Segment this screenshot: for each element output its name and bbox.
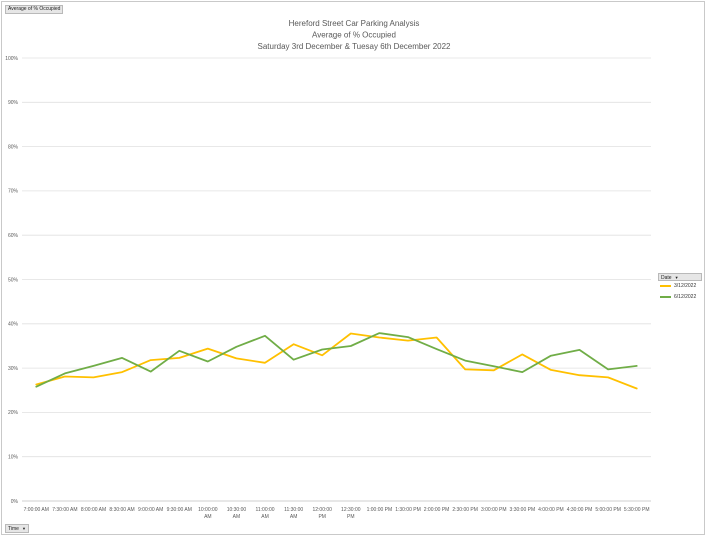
x-tick-label: 9:00:00 AM [138, 507, 163, 513]
y-tick-label: 70% [8, 189, 19, 195]
chart-title-line: Hereford Street Car Parking Analysis [289, 19, 420, 28]
legend-entry: 6/12/2022 [660, 294, 696, 300]
y-tick-label: 20% [8, 410, 19, 416]
y-tick-label: 0% [11, 499, 19, 505]
y-tick-label: 90% [8, 100, 19, 106]
x-tick-label: 1:30:00 PM [395, 507, 421, 513]
x-tick-label: 2:00:00 PM [424, 507, 450, 513]
x-axis-ticks: 7:00:00 AM 7:30:00 AM 8:00:00 AM 8:30:00 AM… [24, 507, 650, 520]
x-tick-label: 4:30:00 PM [567, 507, 593, 513]
series-line [35, 332, 638, 390]
x-tick-label: 11:00:00 [255, 507, 274, 513]
x-tick-label: 12:30:00 [341, 507, 361, 513]
x-tick-label: 4:00:00 PM [538, 507, 564, 513]
y-tick-label: 40% [8, 322, 19, 328]
series-lines [35, 332, 638, 390]
x-tick-label: 12:00:00 [312, 507, 332, 513]
legend-swatch [660, 284, 671, 287]
chart-title-line: Average of % Occupied [312, 31, 396, 40]
value-field-button[interactable]: Average of % Occupied [5, 5, 63, 14]
y-tick-label: 30% [8, 366, 19, 372]
series-line [35, 332, 638, 388]
gridlines [22, 57, 651, 502]
x-tick-label: 3:30:00 PM [510, 507, 536, 513]
x-tick-label: 5:30:00 PM [624, 507, 650, 513]
y-tick-label: 100% [5, 56, 18, 62]
chart-title-line: Saturday 3rd December & Tuesay 6th Decem… [258, 42, 452, 51]
dropdown-arrow-icon: ▼ [674, 275, 679, 280]
chart-title: Hereford Street Car Parking Analysis Aver… [258, 19, 452, 51]
x-tick-label: 8:00:00 AM [81, 507, 106, 513]
x-tick-label: 1:00:00 PM [367, 507, 393, 513]
y-tick-label: 60% [8, 233, 19, 239]
y-tick-label: 50% [8, 277, 19, 283]
legend-field-button[interactable]: Date ▼ [658, 273, 702, 281]
legend-field-label: Date [661, 275, 672, 281]
value-field-label: Average of % Occupied [8, 6, 61, 12]
x-tick-label: 2:30:00 PM [452, 507, 478, 513]
x-tick-label: 3:00:00 PM [481, 507, 507, 513]
legend-swatch [660, 295, 671, 298]
x-tick-label: AM [204, 514, 212, 520]
legend-label: 6/12/2022 [674, 294, 697, 300]
x-tick-label: 7:30:00 AM [52, 507, 77, 513]
x-tick-label: 10:30:00 [227, 507, 247, 513]
x-tick-label: 11:30:00 [284, 507, 303, 513]
dropdown-arrow-icon: ▼ [21, 526, 26, 531]
y-tick-label: 10% [8, 455, 19, 461]
x-tick-label: PM [318, 514, 326, 520]
x-tick-label: AM [290, 514, 298, 520]
x-tick-label: 10:00:00 [198, 507, 218, 513]
y-tick-label: 80% [8, 144, 19, 150]
axis-field-label: Time [8, 526, 19, 532]
x-tick-label: 5:00:00 PM [595, 507, 621, 513]
x-tick-label: 9:30:00 AM [167, 507, 192, 513]
x-tick-label: 8:30:00 AM [109, 507, 134, 513]
x-tick-label: 7:00:00 AM [24, 507, 49, 513]
legend-label: 3/12/2022 [674, 283, 697, 289]
x-tick-label: PM [347, 514, 355, 520]
legend-entry: 3/12/2022 [660, 283, 696, 289]
y-axis-ticks: 0% 10% 20% 30% 40% 50% 60% 70% 80% 90% 100% [5, 56, 18, 505]
x-tick-label: AM [261, 514, 269, 520]
axis-field-button[interactable]: Time ▼ [5, 524, 29, 533]
x-tick-label: AM [233, 514, 241, 520]
